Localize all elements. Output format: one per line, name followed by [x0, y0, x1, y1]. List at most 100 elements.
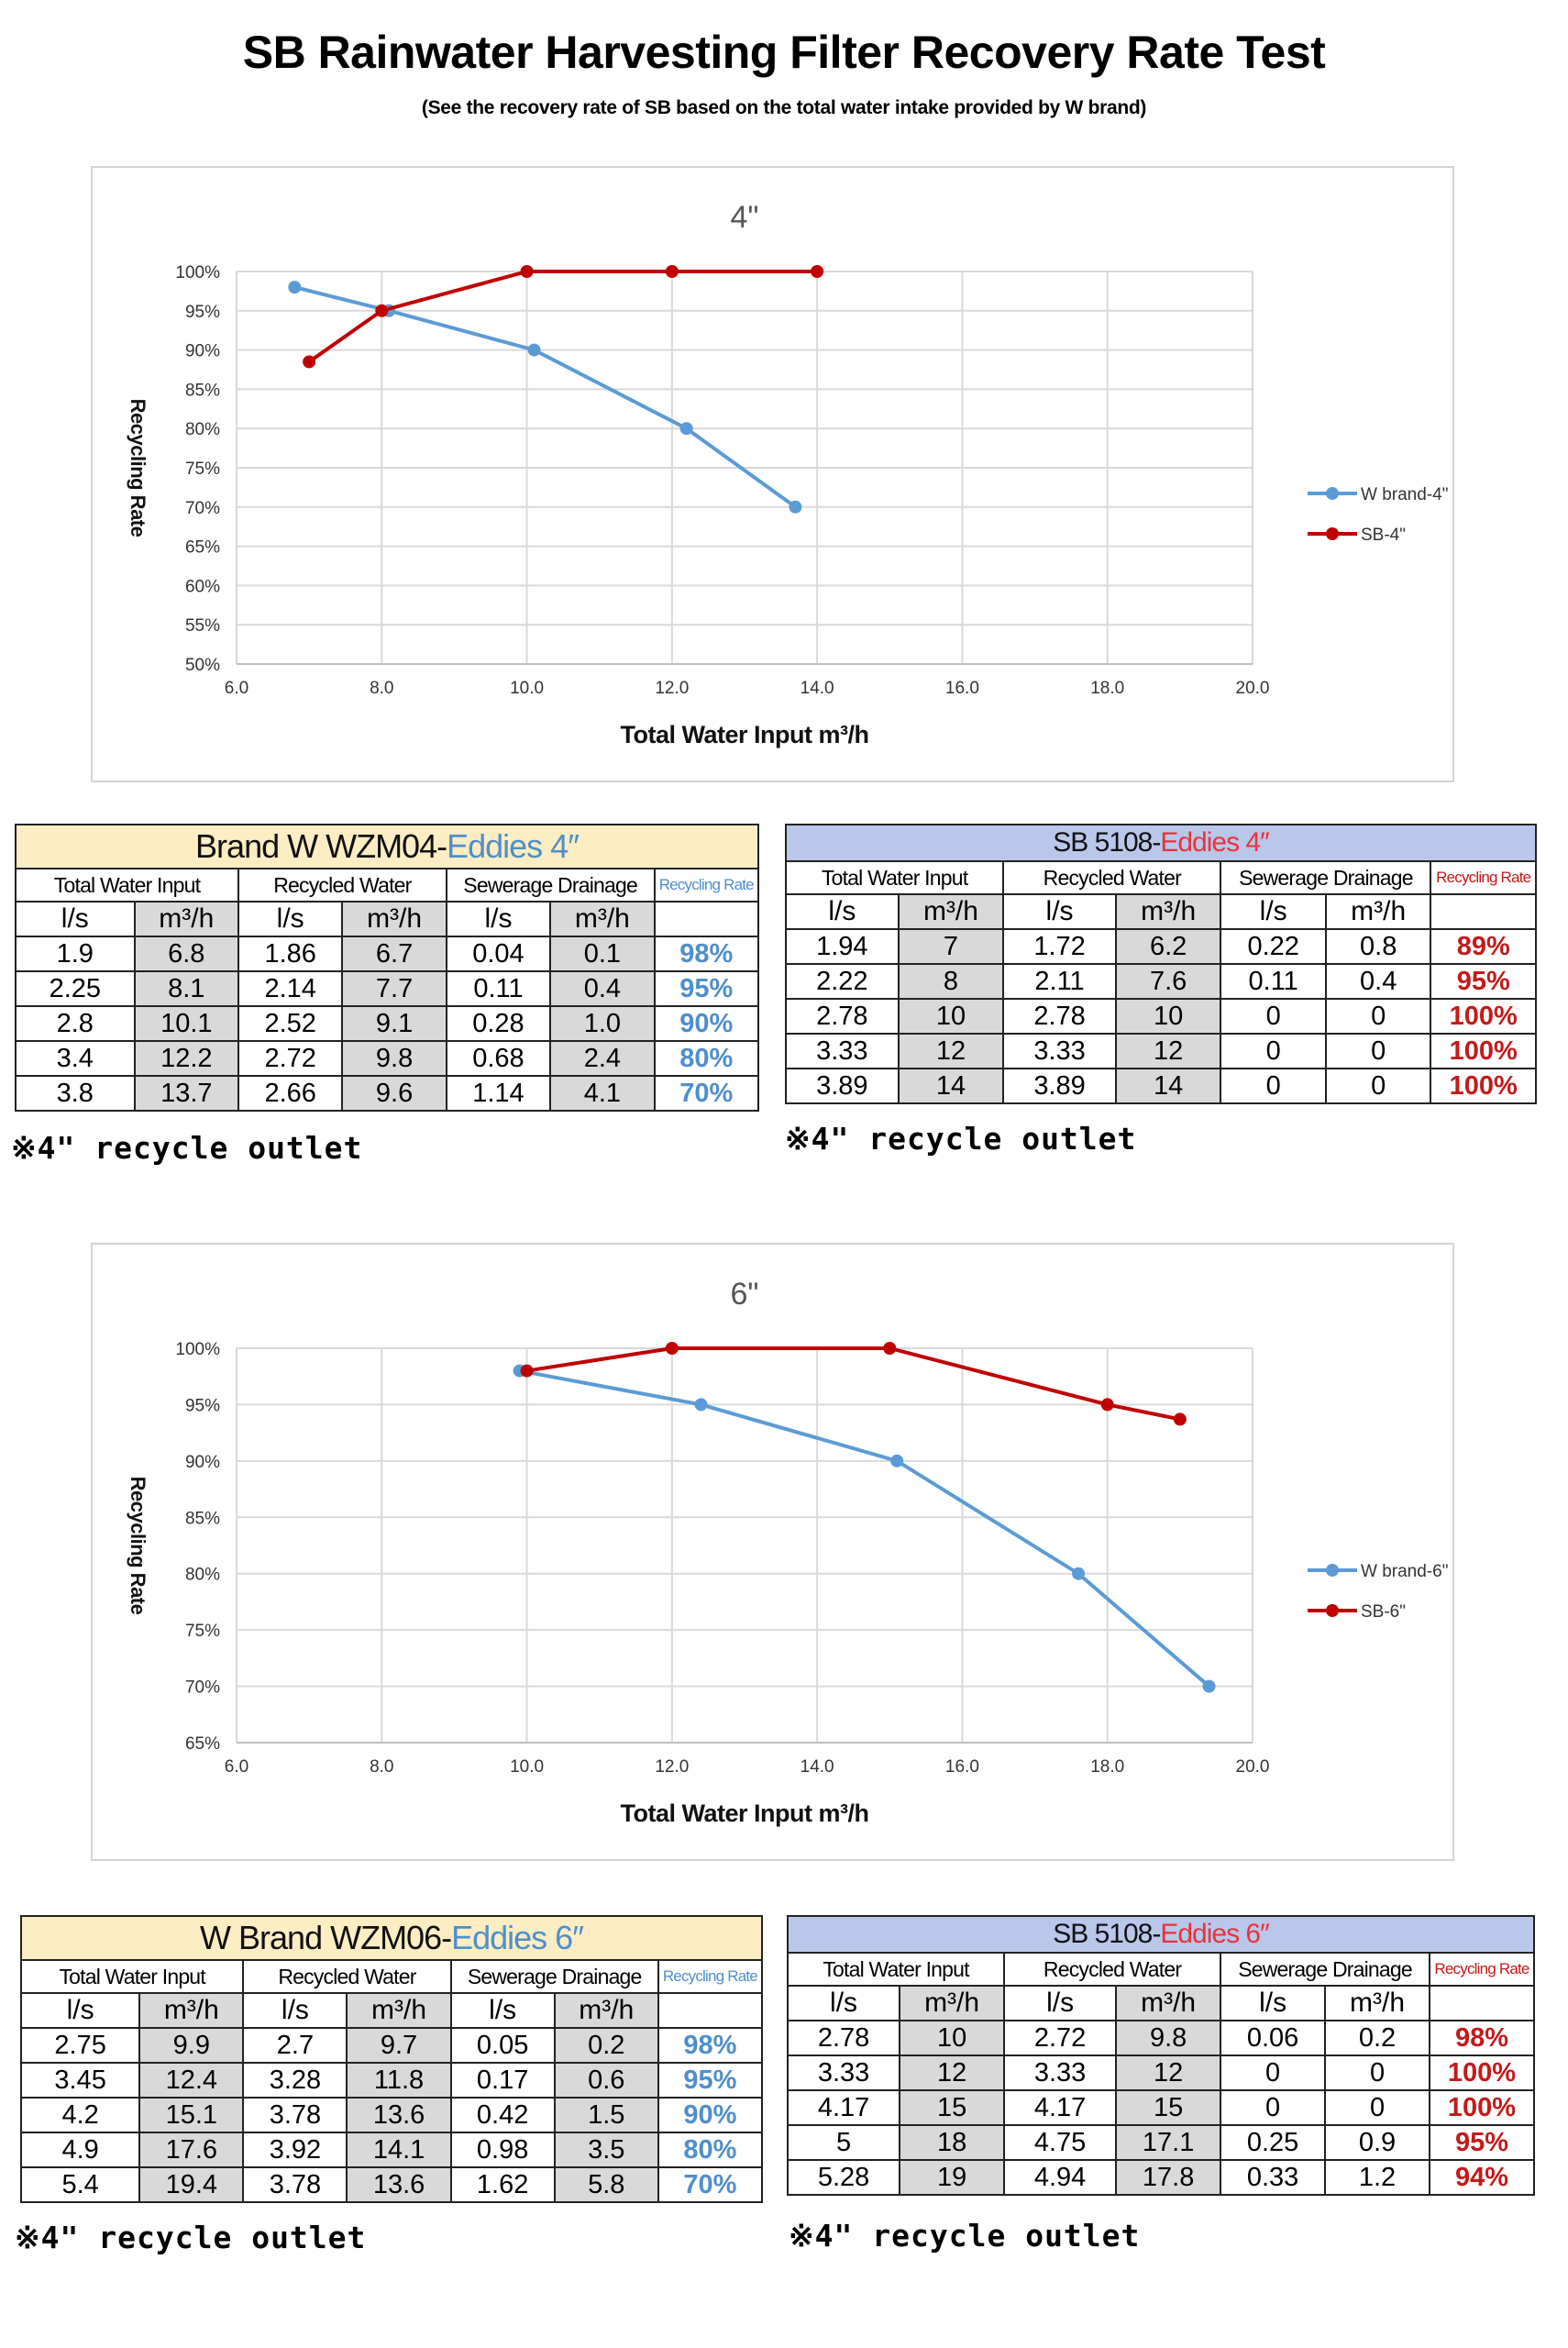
unit-cell: l/s: [1002, 893, 1117, 930]
table-cell: 17.8: [1115, 2159, 1222, 2196]
data-point: [789, 500, 802, 514]
table-row: 2.25 8.1 2.14 7.7 0.11 0.4 95%: [15, 970, 760, 1007]
data-point: [1173, 1412, 1187, 1426]
table-cell: 0.8: [1324, 928, 1432, 965]
table-cell: 1.2: [1324, 2159, 1430, 2196]
header-total-water-input: Total Water Input: [15, 868, 239, 903]
y-axis-label: Recycling Rate: [127, 1477, 149, 1615]
data-point: [890, 1454, 904, 1468]
header-sewerage-drainage: Sewerage Drainage: [1220, 860, 1432, 895]
table-cell: 0.04: [445, 936, 552, 972]
table-cell: 12.2: [133, 1040, 239, 1077]
x-tick-label: 16.0: [945, 1757, 979, 1777]
table-cell: 0: [1324, 1068, 1432, 1104]
table-cell: 2.72: [1003, 2020, 1118, 2056]
x-tick-label: 20.0: [1236, 679, 1270, 698]
data-point: [694, 1398, 708, 1412]
table-cell: 1.94: [785, 928, 900, 965]
recycling-rate-cell: 100%: [1429, 2054, 1535, 2091]
unit-cell: m³/h: [341, 901, 447, 937]
table-cell: 9.1: [341, 1005, 447, 1042]
table-cell: 1.14: [445, 1075, 552, 1112]
page-title: SB Rainwater Harvesting Filter Recovery …: [242, 27, 1326, 78]
table-cell: 0: [1324, 1033, 1432, 1069]
recycle-outlet-note: ※4" recycle outlet: [15, 2220, 367, 2255]
table-row: 3.4 12.2 2.72 9.8 0.68 2.4 80%: [15, 1040, 760, 1077]
table-row: 2.78 10 2.78 10 0 0 100%: [785, 998, 1537, 1035]
table-cell: 0.11: [445, 970, 552, 1007]
header-sewerage-drainage: Sewerage Drainage: [449, 1959, 659, 1994]
recycling-rate-cell: 90%: [657, 2097, 764, 2133]
unit-cell: m³/h: [1114, 893, 1222, 930]
table-cell: 0: [1220, 2054, 1327, 2091]
table-cell: 1.0: [549, 1005, 656, 1042]
chart-title: 6": [731, 1277, 759, 1312]
table-cell: 7.6: [1114, 963, 1222, 1000]
data-point: [527, 343, 541, 357]
table-cell: 18: [899, 2124, 1006, 2161]
recycling-rate-cell: 100%: [1430, 998, 1537, 1035]
x-tick-label: 8.0: [370, 1757, 393, 1777]
x-tick-label: 6.0: [225, 1757, 248, 1777]
header-recycled-water: Recycled Water: [242, 1959, 452, 1994]
table-cell: 0.4: [549, 970, 656, 1007]
table-row: 3.33 12 3.33 12 0 0 100%: [785, 1033, 1537, 1069]
recycling-rate-cell: 70%: [657, 2166, 764, 2203]
recycling-rate-cell: 98%: [1429, 2020, 1535, 2056]
recycle-outlet-note: ※4" recycle outlet: [11, 1130, 363, 1166]
y-tick-label: 60%: [185, 577, 220, 596]
table-title: Brand W WZM04-Eddies 4″: [15, 824, 759, 869]
data-point: [1072, 1567, 1086, 1580]
y-tick-label: 65%: [185, 538, 220, 558]
recycling-rate-cell: 95%: [653, 970, 760, 1007]
table-cell: 13.6: [346, 2097, 452, 2133]
table-row: 2.75 9.9 2.7 9.7 0.05 0.2 98%: [19, 2027, 764, 2064]
recycling-rate-cell: 98%: [657, 2027, 764, 2064]
recycling-rate-cell: 70%: [653, 1075, 760, 1112]
x-tick-label: 20.0: [1236, 1757, 1270, 1777]
table-cell: 0.1: [549, 936, 656, 972]
data-point: [288, 281, 302, 294]
table-title: W Brand WZM06-Eddies 6″: [20, 1915, 763, 1961]
unit-cell: l/s: [445, 901, 552, 937]
table-row: 4.2 15.1 3.78 13.6 0.42 1.5 90%: [19, 2097, 764, 2133]
table-cell: 0.42: [449, 2097, 556, 2133]
table-cell: 13.6: [346, 2166, 452, 2203]
x-tick-label: 14.0: [801, 1757, 834, 1777]
x-tick-label: 12.0: [655, 1757, 689, 1777]
chart-title: 4": [731, 200, 759, 235]
table-sb-6: SB 5108-Eddies 6″ Total Water Input Recy…: [786, 1915, 1535, 2196]
y-tick-label: 85%: [185, 381, 220, 400]
table-cell: 6.8: [133, 936, 239, 972]
header-recycling-rate: Recycling Rate: [657, 1959, 764, 1994]
table-cell: 0.2: [553, 2027, 659, 2064]
table-cell: 0: [1220, 1033, 1327, 1069]
recycling-rate-cell: 95%: [1430, 963, 1537, 1000]
x-tick-label: 6.0: [225, 679, 248, 698]
unit-cell: m³/h: [1324, 1985, 1430, 2021]
recycling-rate-cell: 80%: [653, 1040, 760, 1077]
unit-cell: l/s: [242, 1992, 348, 2029]
x-tick-label: 12.0: [655, 679, 689, 698]
table-cell: 4.1: [549, 1075, 656, 1112]
chart-frame: [91, 166, 1454, 782]
table-cell: 0.25: [1220, 2124, 1327, 2161]
table-row: 3.45 12.4 3.28 11.8 0.17 0.6 95%: [19, 2062, 764, 2099]
table-cell: 14.1: [346, 2132, 452, 2168]
header-total-water-input: Total Water Input: [19, 1959, 245, 1994]
unit-cell: m³/h: [899, 1985, 1006, 2021]
table-cell: 2.66: [237, 1075, 344, 1112]
data-point: [303, 355, 316, 369]
table-cell: 13.7: [133, 1075, 239, 1112]
header-sewerage-drainage: Sewerage Drainage: [1220, 1952, 1430, 1987]
data-table: Brand W WZM04-Eddies 4″ Total Water Inpu…: [15, 824, 760, 1112]
table-cell: 1.62: [449, 2166, 556, 2203]
table-cell: 12: [1115, 2054, 1222, 2091]
recycling-rate-cell: 94%: [1429, 2159, 1535, 2196]
table-cell: 4.94: [1003, 2159, 1118, 2196]
recycling-rate-cell: 100%: [1430, 1068, 1537, 1104]
table-cell: 0.9: [1324, 2124, 1430, 2161]
y-tick-label: 65%: [185, 1734, 220, 1754]
x-tick-label: 10.0: [510, 1757, 544, 1777]
unit-cell: l/s: [1220, 893, 1327, 930]
